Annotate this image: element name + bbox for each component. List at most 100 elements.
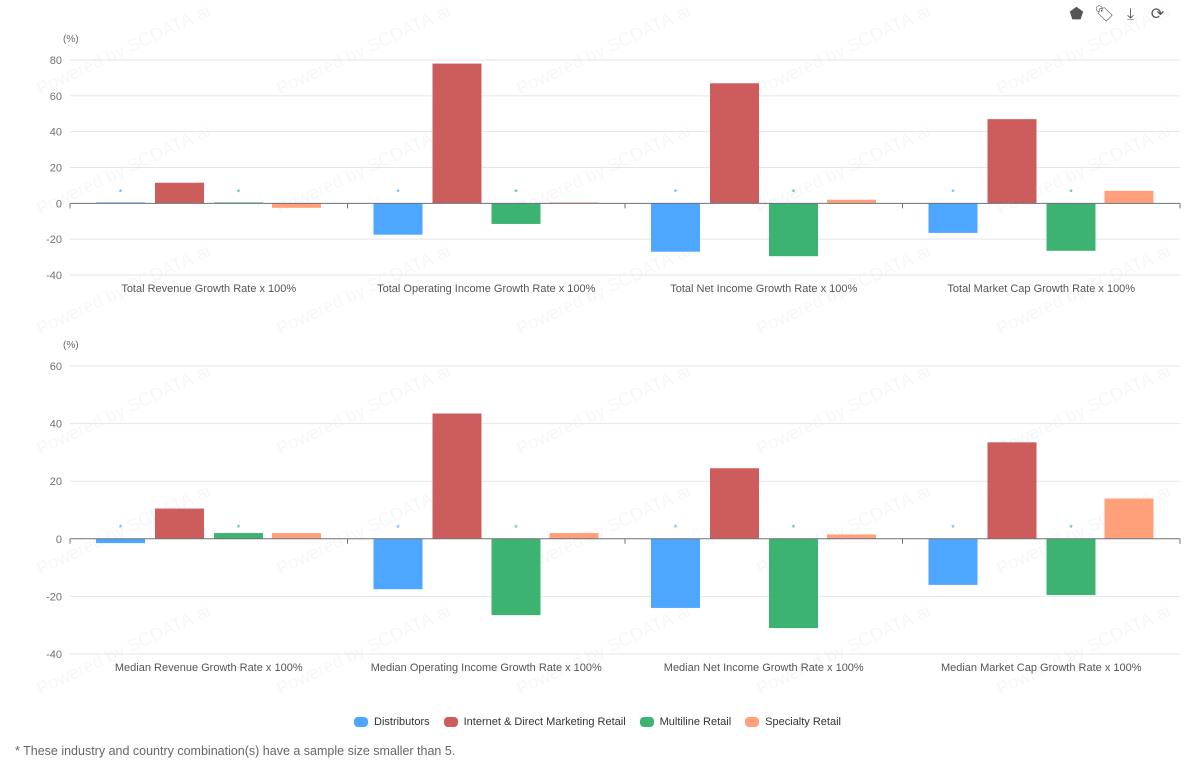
sample-size-asterisk: * [792,187,796,197]
y-tick-label: 60 [50,91,62,103]
tag-icon[interactable]: 🏷︎ [1094,6,1115,23]
bar-internet-direct-marketing-retail [710,83,759,204]
watermark: Powered by SCDATA.ai [273,480,453,578]
sample-size-asterisk: * [514,523,518,533]
legend-item-internet[interactable]: Internet & Direct Marketing Retail [443,716,626,728]
x-category-label: Median Net Income Growth Rate x 100% [664,662,864,674]
x-category-label: Median Operating Income Growth Rate x 10… [371,662,602,674]
y-tick-label: -40 [46,270,62,282]
sample-size-asterisk: * [1069,187,1073,197]
bar-specialty-retail [1104,498,1154,539]
legend-item-distributors[interactable]: Distributors [354,716,430,728]
bar-distributors [373,538,423,590]
sample-size-asterisk: * [119,187,123,197]
sample-size-asterisk: * [1069,523,1073,533]
watermark: Powered by SCDATA.ai [993,600,1173,698]
bar-internet-direct-marketing-retail [155,182,204,204]
bar-internet-direct-marketing-retail [987,442,1037,539]
x-category-label: Total Revenue Growth Rate x 100% [121,283,296,295]
bar-distributors [928,203,978,233]
watermark: Powered by SCDATA.ai [753,0,933,98]
bar-multiline-retail [769,538,818,629]
watermark: Powered by SCDATA.ai [513,0,693,98]
sample-size-asterisk: * [119,523,123,533]
bar-charts: Powered by SCDATA.ai Powered by SCDATA.ai… [33,0,1181,698]
bar-multiline-retail [769,203,818,257]
legend-label: Internet & Direct Marketing Retail [463,716,626,728]
bar-multiline-retail [491,538,541,616]
legend-label: Specialty Retail [765,716,841,728]
bar-distributors [651,203,700,252]
watermark: Powered by SCDATA.ai [33,360,213,458]
bar-internet-direct-marketing-retail [710,468,759,539]
y-tick-label: -20 [46,234,62,246]
pentagon-chart-icon[interactable]: ⬟ [1069,6,1084,23]
y-tick-label: 20 [50,476,62,488]
watermark: Powered by SCDATA.ai [33,0,213,98]
sample-size-asterisk: * [951,523,955,533]
y-tick-label: 0 [56,198,62,210]
footnote: * These industry and country combination… [15,744,456,758]
bar-specialty-retail [272,203,321,208]
bar-distributors [373,203,423,235]
watermark: Powered by SCDATA.ai [513,600,693,698]
x-category-label: Total Operating Income Growth Rate x 100… [377,283,595,295]
bar-specialty-retail [549,533,599,539]
bar-multiline-retail [1046,203,1096,251]
bar-distributors [651,538,700,608]
bar-specialty-retail [272,533,321,539]
sample-size-asterisk: * [396,187,400,197]
watermark: Powered by SCDATA.ai [273,600,453,698]
legend-swatch [639,717,654,727]
legend-label: Distributors [374,716,430,728]
y-tick-label: 60 [50,361,62,373]
y-tick-label: 0 [56,534,62,546]
watermark: Powered by SCDATA.ai [273,360,453,458]
watermark: Powered by SCDATA.ai [273,0,453,98]
y-tick-label: 20 [50,163,62,175]
sample-size-asterisk: * [951,187,955,197]
sample-size-asterisk: * [674,523,678,533]
bar-specialty-retail [827,534,876,539]
sample-size-asterisk: * [792,523,796,533]
legend-swatch [443,717,458,727]
legend-label: Multiline Retail [659,716,732,728]
sample-size-asterisk: * [674,187,678,197]
legend-swatch [745,717,760,727]
y-tick-label: 40 [50,127,62,139]
bar-internet-direct-marketing-retail [432,413,482,539]
refresh-icon[interactable]: ⟳ [1150,6,1165,23]
sample-size-asterisk: * [237,523,241,533]
watermark: Powered by SCDATA.ai [993,0,1173,98]
bar-internet-direct-marketing-retail [432,63,482,204]
download-icon[interactable]: ⤓ [1126,6,1135,23]
legend: Distributors Internet & Direct Marketing… [0,716,1195,728]
x-category-label: Total Market Cap Growth Rate x 100% [947,283,1135,295]
y-tick-label: 80 [50,55,62,67]
bar-specialty-retail [1104,190,1154,204]
y-axis-unit: (%) [63,34,79,45]
x-category-label: Median Revenue Growth Rate x 100% [115,662,303,674]
legend-item-specialty[interactable]: Specialty Retail [745,716,841,728]
x-category-label: Median Market Cap Growth Rate x 100% [941,662,1142,674]
sample-size-asterisk: * [514,187,518,197]
y-axis-unit: (%) [63,340,79,351]
y-tick-label: -40 [46,649,62,661]
legend-item-multiline[interactable]: Multiline Retail [639,716,732,728]
bar-multiline-retail [214,533,263,539]
toolbar: ⬟ 🏷︎ ⤓ ⟳ [1067,5,1167,24]
sample-size-asterisk: * [237,187,241,197]
bar-distributors [96,538,145,544]
bar-multiline-retail [491,203,541,224]
x-category-label: Total Net Income Growth Rate x 100% [670,283,857,295]
legend-swatch [354,717,368,727]
y-tick-label: -20 [46,591,62,603]
bar-internet-direct-marketing-retail [155,508,204,539]
bar-specialty-retail [827,199,876,204]
y-tick-label: 40 [50,419,62,431]
watermark: Powered by SCDATA.ai [753,360,933,458]
sample-size-asterisk: * [396,523,400,533]
bar-distributors [928,538,978,585]
watermark: Powered by SCDATA.ai [513,360,693,458]
